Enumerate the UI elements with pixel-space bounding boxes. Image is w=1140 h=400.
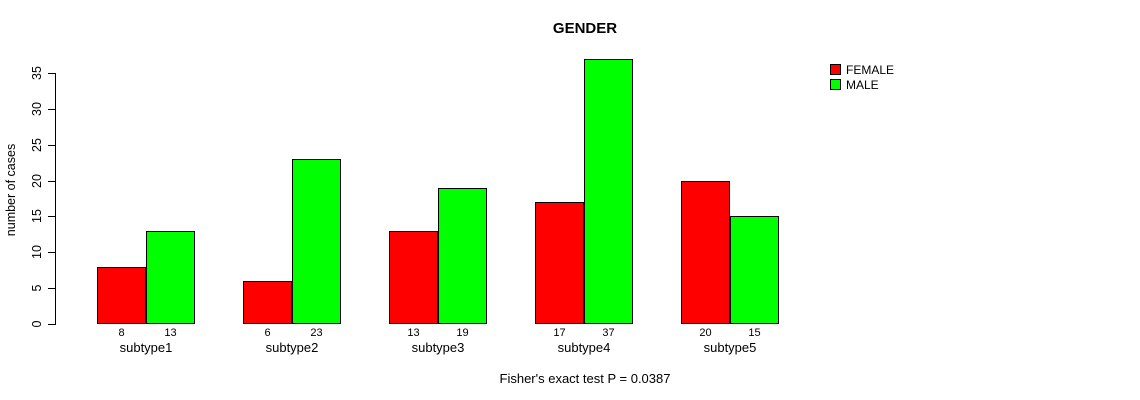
bar-value-label: 13 bbox=[407, 327, 420, 339]
bar-value-label: 13 bbox=[164, 327, 177, 339]
legend-entry-male: MALE bbox=[830, 77, 894, 92]
bar-female-subtype1 bbox=[97, 267, 146, 324]
bar-female-subtype5 bbox=[681, 181, 730, 324]
category-label: subtype2 bbox=[265, 340, 319, 355]
bar-value-label: 23 bbox=[310, 327, 323, 339]
y-axis-tick bbox=[48, 252, 55, 253]
category-label: subtype4 bbox=[557, 340, 611, 355]
bar-value-label: 20 bbox=[699, 327, 712, 339]
annotation-text: Fisher's exact test P = 0.0387 bbox=[499, 371, 671, 386]
y-axis-tick bbox=[48, 324, 55, 325]
y-axis-line bbox=[55, 73, 56, 325]
y-axis-tick-label: 0 bbox=[30, 320, 44, 328]
y-axis-tick bbox=[48, 216, 55, 217]
y-axis-tick bbox=[48, 145, 55, 146]
y-axis-tick-label: 10 bbox=[30, 245, 44, 259]
bar-value-label: 15 bbox=[748, 327, 761, 339]
bar-male-subtype1 bbox=[146, 231, 195, 324]
legend-label: FEMALE bbox=[846, 62, 895, 77]
chart-title: GENDER bbox=[552, 20, 618, 37]
y-axis-tick bbox=[48, 181, 55, 182]
bar-value-label: 37 bbox=[602, 327, 615, 339]
y-axis-label: number of cases bbox=[4, 143, 18, 237]
y-axis-tick-label: 35 bbox=[30, 66, 44, 80]
y-axis-tick-label: 15 bbox=[30, 209, 44, 223]
category-label: subtype5 bbox=[703, 340, 757, 355]
legend-label: MALE bbox=[846, 77, 879, 92]
legend-swatch-male bbox=[830, 79, 841, 90]
bar-female-subtype2 bbox=[243, 281, 292, 324]
legend: FEMALE MALE bbox=[830, 62, 894, 92]
y-axis-tick bbox=[48, 73, 55, 74]
y-axis-tick bbox=[48, 109, 55, 110]
legend-entry-female: FEMALE bbox=[830, 62, 894, 77]
bar-value-label: 6 bbox=[264, 327, 271, 339]
bar-value-label: 8 bbox=[118, 327, 125, 339]
category-label: subtype3 bbox=[411, 340, 465, 355]
y-axis-tick-label: 5 bbox=[30, 284, 44, 292]
y-axis-tick-label: 30 bbox=[30, 102, 44, 116]
bar-male-subtype5 bbox=[730, 216, 779, 324]
bar-value-label: 17 bbox=[553, 327, 566, 339]
legend-swatch-female bbox=[830, 64, 841, 75]
y-axis-tick-label: 20 bbox=[30, 174, 44, 188]
bar-male-subtype3 bbox=[438, 188, 487, 324]
bar-female-subtype3 bbox=[389, 231, 438, 324]
bar-female-subtype4 bbox=[535, 202, 584, 324]
bar-male-subtype2 bbox=[292, 159, 341, 324]
y-axis-tick-label: 25 bbox=[30, 138, 44, 152]
bar-value-label: 19 bbox=[456, 327, 469, 339]
category-label: subtype1 bbox=[119, 340, 173, 355]
bar-male-subtype4 bbox=[584, 59, 633, 324]
y-axis-tick bbox=[48, 288, 55, 289]
